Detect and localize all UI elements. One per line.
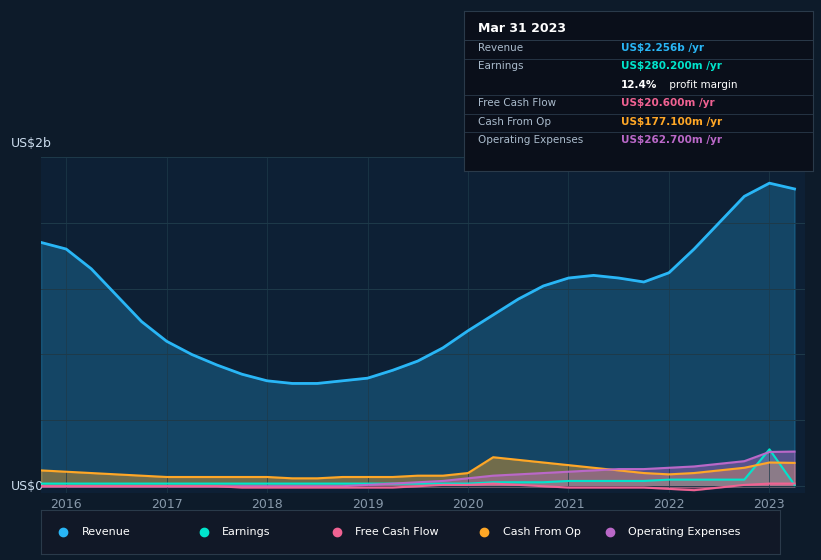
Text: Cash From Op: Cash From Op — [502, 527, 580, 537]
Text: Free Cash Flow: Free Cash Flow — [355, 527, 438, 537]
Text: Cash From Op: Cash From Op — [478, 116, 551, 127]
Text: US$177.100m /yr: US$177.100m /yr — [621, 116, 722, 127]
Text: US$2.256b /yr: US$2.256b /yr — [621, 43, 704, 53]
Text: Revenue: Revenue — [478, 43, 523, 53]
Text: Mar 31 2023: Mar 31 2023 — [478, 22, 566, 35]
Text: profit margin: profit margin — [667, 80, 738, 90]
Text: US$280.200m /yr: US$280.200m /yr — [621, 62, 722, 72]
Text: US$2b: US$2b — [11, 137, 52, 150]
Text: 12.4%: 12.4% — [621, 80, 658, 90]
Text: Operating Expenses: Operating Expenses — [478, 135, 583, 145]
Text: US$0: US$0 — [11, 480, 44, 493]
Text: Earnings: Earnings — [478, 62, 523, 72]
Text: Free Cash Flow: Free Cash Flow — [478, 98, 556, 108]
Text: US$20.600m /yr: US$20.600m /yr — [621, 98, 714, 108]
Text: US$262.700m /yr: US$262.700m /yr — [621, 135, 722, 145]
Text: Operating Expenses: Operating Expenses — [629, 527, 741, 537]
Text: Revenue: Revenue — [82, 527, 131, 537]
Text: Earnings: Earnings — [222, 527, 271, 537]
